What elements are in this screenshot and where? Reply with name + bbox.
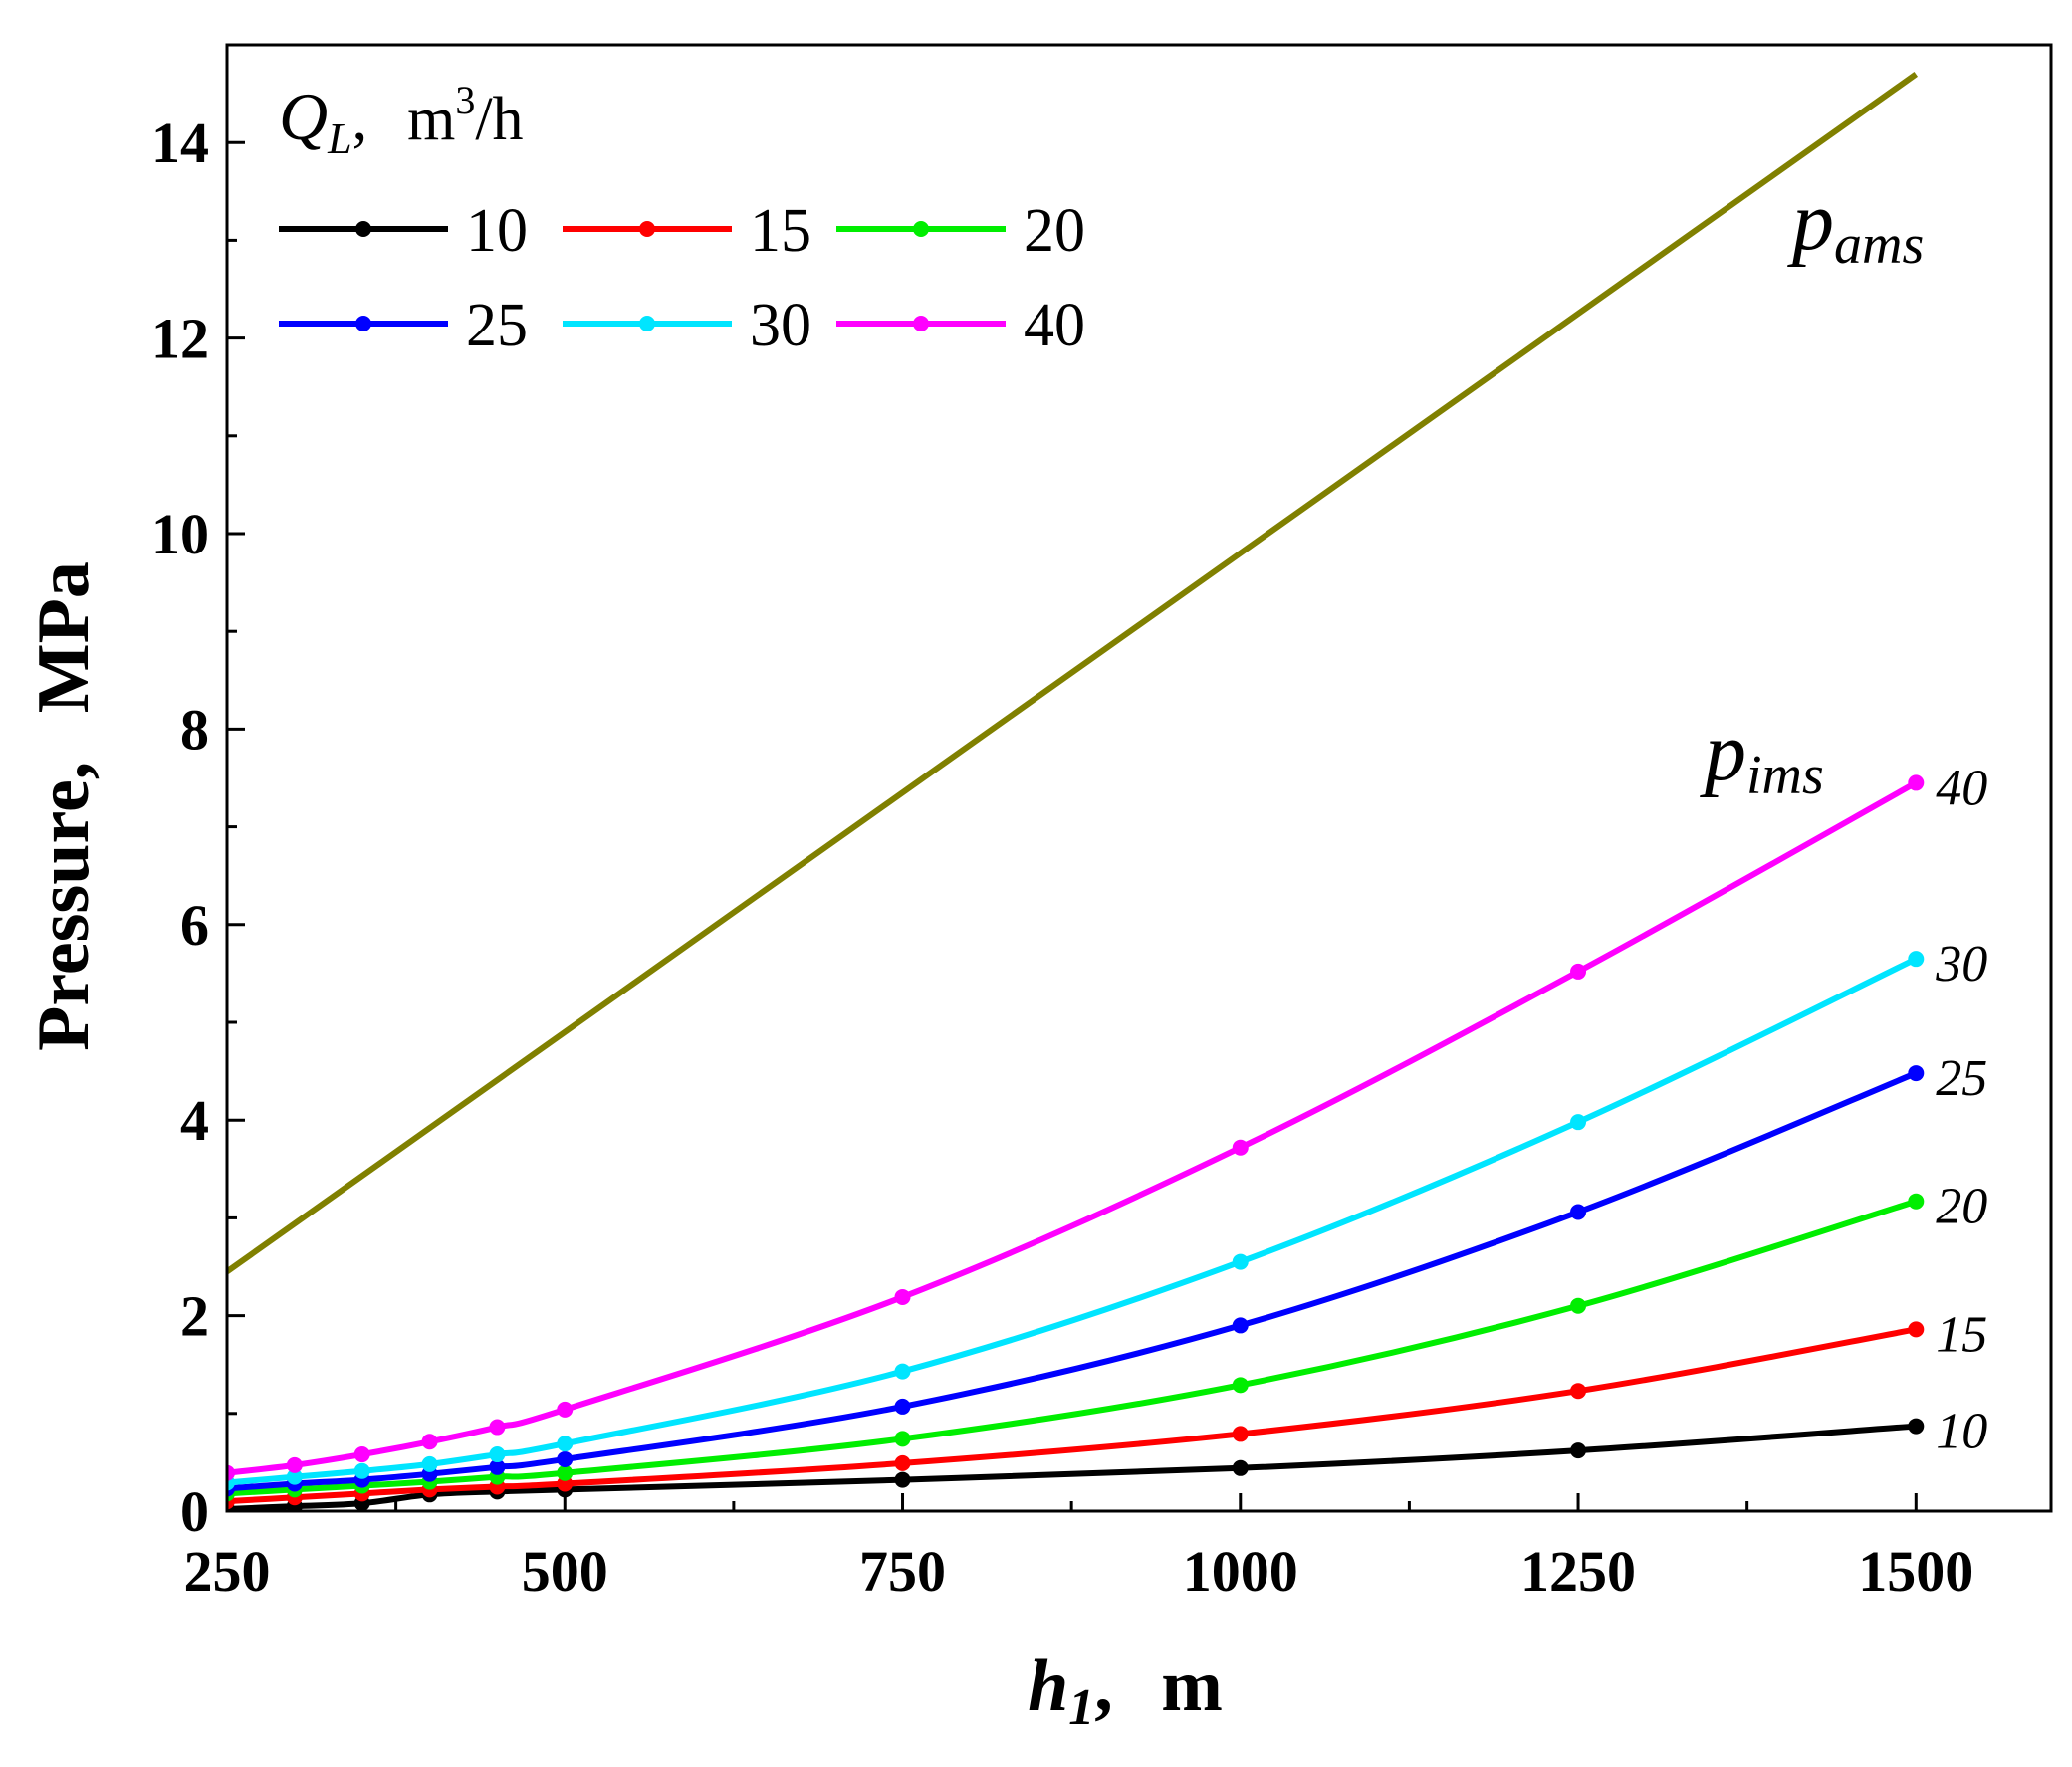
data-point-25 xyxy=(1570,1204,1587,1220)
annotation-pims: pims xyxy=(1700,706,1824,806)
x-tick-label: 1000 xyxy=(1183,1539,1298,1604)
data-point-30 xyxy=(286,1468,303,1485)
x-tick-label: 1250 xyxy=(1520,1539,1636,1604)
data-point-40 xyxy=(227,1464,235,1481)
legend-label-15: 15 xyxy=(750,197,811,265)
legend-marker-15 xyxy=(639,221,655,237)
data-point-15 xyxy=(1570,1383,1587,1400)
series-end-label-30: 30 xyxy=(1935,936,1987,993)
y-tick-label: 6 xyxy=(180,893,209,958)
data-point-40 xyxy=(353,1446,370,1463)
y-axis-title: Pressure, MPa xyxy=(23,561,105,1051)
data-point-30 xyxy=(894,1363,911,1380)
y-tick-label: 0 xyxy=(180,1479,209,1544)
x-axis-title: h1, m xyxy=(1028,1646,1223,1736)
series-end-label-25: 25 xyxy=(1936,1050,1987,1107)
data-point-25 xyxy=(557,1450,574,1467)
axes-layer: 250 500 750 1000 1250 1500 0 2 4 6 8 10 12 14 10 15 20 25… xyxy=(151,43,2053,1604)
data-point-40 xyxy=(286,1456,303,1473)
x-tick-label: 500 xyxy=(522,1539,608,1604)
data-point-30 xyxy=(557,1436,574,1452)
data-point-25 xyxy=(894,1398,911,1415)
data-point-30 xyxy=(1232,1253,1249,1270)
y-tick-label: 14 xyxy=(151,110,209,175)
data-point-30 xyxy=(421,1455,438,1472)
data-point-25 xyxy=(489,1458,506,1475)
data-point-10 xyxy=(1570,1442,1587,1459)
plot-frame xyxy=(225,43,2053,1513)
legend-marker-40 xyxy=(913,316,929,331)
data-point-30 xyxy=(353,1462,370,1479)
data-point-25 xyxy=(1232,1317,1249,1334)
data-point-10 xyxy=(1908,1418,1925,1435)
series-end-label-20: 20 xyxy=(1936,1179,1987,1235)
data-point-20 xyxy=(557,1464,574,1481)
data-point-15 xyxy=(1232,1426,1249,1442)
data-point-30 xyxy=(1570,1114,1587,1131)
series-end-label-40: 40 xyxy=(1936,760,1987,816)
data-point-40 xyxy=(557,1401,574,1418)
data-point-40 xyxy=(489,1419,506,1436)
data-point-40 xyxy=(894,1288,911,1305)
data-point-20 xyxy=(1232,1377,1249,1394)
legend-label-30: 30 xyxy=(750,292,811,359)
legend-label-25: 25 xyxy=(466,292,528,359)
legend-marker-25 xyxy=(355,316,371,331)
legend-title: QL, m3/h xyxy=(279,78,524,163)
legend-label-10: 10 xyxy=(466,197,528,265)
legend-marker-10 xyxy=(355,221,371,237)
y-tick-label: 4 xyxy=(180,1088,209,1153)
series-line-pams xyxy=(227,72,1919,1274)
data-point-10 xyxy=(1232,1459,1249,1476)
data-point-15 xyxy=(1908,1321,1925,1338)
data-point-40 xyxy=(1570,963,1587,980)
y-tick-label: 2 xyxy=(180,1284,209,1349)
series-layer xyxy=(227,72,1925,1511)
data-point-20 xyxy=(894,1431,911,1447)
data-point-20 xyxy=(1570,1297,1587,1314)
legend-label-40: 40 xyxy=(1024,292,1085,359)
data-point-30 xyxy=(489,1446,506,1463)
data-point-25 xyxy=(1908,1065,1925,1082)
x-tick-label: 750 xyxy=(859,1539,946,1604)
data-point-40 xyxy=(1908,774,1925,791)
legend-label-20: 20 xyxy=(1024,197,1085,265)
y-tick-label: 8 xyxy=(180,697,209,762)
x-tick-label: 1500 xyxy=(1858,1539,1973,1604)
y-tick-label: 12 xyxy=(151,307,209,371)
data-point-40 xyxy=(421,1434,438,1450)
data-point-20 xyxy=(1908,1193,1925,1210)
legend-marker-30 xyxy=(639,316,655,331)
legend: 10 15 20 25 30 40 xyxy=(279,197,1085,359)
x-tick-label: 250 xyxy=(184,1539,271,1604)
data-point-15 xyxy=(894,1454,911,1471)
data-point-10 xyxy=(894,1471,911,1488)
series-end-label-10: 10 xyxy=(1936,1404,1987,1460)
annotation-pams: pams xyxy=(1787,175,1924,276)
series-end-label-15: 15 xyxy=(1936,1306,1987,1363)
legend-marker-20 xyxy=(913,221,929,237)
data-point-30 xyxy=(1908,951,1925,968)
y-tick-label: 10 xyxy=(151,502,209,566)
data-point-40 xyxy=(1232,1139,1249,1156)
